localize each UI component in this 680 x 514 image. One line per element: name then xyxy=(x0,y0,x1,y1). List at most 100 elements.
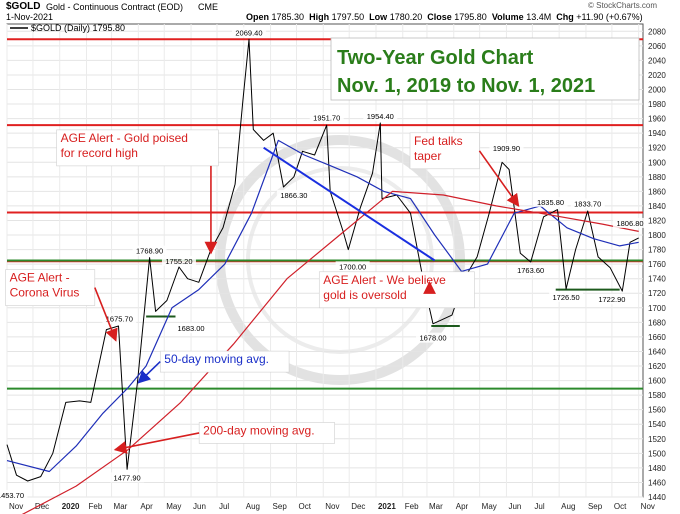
x-tick-label: Jul xyxy=(219,502,229,511)
price-label: 1678.00 xyxy=(419,334,446,343)
title-box xyxy=(330,37,640,101)
price-label: 1768.90 xyxy=(136,247,163,256)
chart-symbol: $GOLD xyxy=(6,1,41,12)
price-label: 1675.70 xyxy=(106,314,133,323)
y-tick-label: 1760 xyxy=(648,260,666,269)
low-label: Low xyxy=(369,12,388,22)
x-tick-label: Aug xyxy=(561,502,575,511)
price-label: 1951.70 xyxy=(313,113,340,122)
price-label: 1453.70 xyxy=(0,491,24,500)
y-tick-label: 1580 xyxy=(648,391,666,400)
y-tick-label: 1560 xyxy=(648,406,666,415)
price-label-bg xyxy=(0,489,28,500)
annotation-box xyxy=(5,269,96,306)
x-tick-label: May xyxy=(166,502,181,511)
price-label: 1763.60 xyxy=(517,266,544,275)
x-tick-label: May xyxy=(482,502,497,511)
price-label-bg xyxy=(594,294,629,305)
price-label: 1722.90 xyxy=(598,295,625,304)
annotation-text: AGE Alert - Gold poised xyxy=(61,131,188,145)
y-tick-label: 1960 xyxy=(648,115,666,124)
price-label: 1866.30 xyxy=(280,191,307,200)
price-label-bg xyxy=(161,255,196,266)
chart-title: Two-Year Gold Chart xyxy=(337,47,534,69)
chg-label: Chg xyxy=(556,12,574,22)
open-label: Open xyxy=(246,12,270,22)
y-tick-label: 1620 xyxy=(648,362,666,371)
price-label-bg xyxy=(549,291,584,302)
x-tick-label: Mar xyxy=(114,502,128,511)
x-tick-label: Apr xyxy=(456,502,469,511)
annotation-text: taper xyxy=(414,149,441,163)
y-tick-label: 1700 xyxy=(648,304,666,313)
annotation-arrow xyxy=(94,287,118,342)
price-label-bg xyxy=(231,27,266,38)
price-label-bg xyxy=(309,112,344,123)
price-label-bg xyxy=(570,198,605,209)
annotation-text: Fed talks xyxy=(414,134,463,148)
price-label-bg xyxy=(363,110,398,121)
x-tick-label: Aug xyxy=(246,502,260,511)
x-tick-label: Nov xyxy=(641,502,655,511)
y-tick-label: 1980 xyxy=(648,100,666,109)
y-tick-label: 1440 xyxy=(648,493,666,502)
y-tick-label: 2060 xyxy=(648,42,666,51)
y-tick-label: 1880 xyxy=(648,173,666,182)
y-tick-label: 1800 xyxy=(648,231,666,240)
y-tick-label: 1720 xyxy=(648,289,666,298)
watermark-text: © StockCharts.com xyxy=(588,1,658,10)
chg-value: +11.90 (+0.67%) xyxy=(576,12,643,22)
price-label: 1835.80 xyxy=(537,198,564,207)
y-tick-label: 2000 xyxy=(648,85,666,94)
annotation-arrow xyxy=(137,361,161,384)
high-label: High xyxy=(309,12,330,22)
y-tick-label: 2040 xyxy=(648,56,666,65)
x-tick-label: Dec xyxy=(35,502,49,511)
volume-label: Volume xyxy=(491,12,524,22)
price-label-bg xyxy=(110,472,145,483)
close-label: Close xyxy=(427,12,452,22)
price-label-bg xyxy=(416,332,451,343)
price-label: 2069.40 xyxy=(235,28,262,37)
ohlc-readout: Open 1785.30 High 1797.50 Low 1780.20 Cl… xyxy=(246,12,643,22)
exchange-label: CME xyxy=(198,2,218,12)
annotation-text: gold is oversold xyxy=(323,288,406,302)
open-value: 1785.30 xyxy=(271,12,305,22)
annotation-text: Corona Virus xyxy=(10,286,80,300)
x-tick-label: Oct xyxy=(614,502,627,511)
price-label: 1833.70 xyxy=(574,199,601,208)
price-label: 1909.90 xyxy=(493,144,520,153)
price-label-bg xyxy=(613,217,648,228)
price-label-bg xyxy=(276,190,311,201)
y-tick-label: 1900 xyxy=(648,158,666,167)
price-label-bg xyxy=(533,196,568,207)
price-label: 1726.50 xyxy=(553,293,580,302)
price-label: 1700.00 xyxy=(339,262,366,271)
price-label: 1683.00 xyxy=(177,324,204,333)
ma200-line xyxy=(21,190,639,514)
x-tick-label: Nov xyxy=(325,502,339,511)
y-tick-label: 1860 xyxy=(648,187,666,196)
trend-line xyxy=(263,146,436,262)
x-tick-label: Jul xyxy=(534,502,544,511)
annotation-box xyxy=(409,132,480,170)
annotation-box xyxy=(318,271,475,309)
annotation-text: AGE Alert - We believe xyxy=(323,273,446,287)
chart-date: 1-Nov-2021 xyxy=(6,12,54,22)
y-tick-label: 1940 xyxy=(648,129,666,138)
x-tick-label: Dec xyxy=(351,502,365,511)
annotation-box xyxy=(56,129,219,167)
y-tick-label: 1820 xyxy=(648,216,666,225)
price-label: 1954.40 xyxy=(367,112,394,121)
price-label-bg xyxy=(132,245,167,256)
y-tick-label: 2020 xyxy=(648,71,666,80)
x-tick-label: Jun xyxy=(508,502,521,511)
x-tick-label: Sep xyxy=(273,502,288,511)
y-tick-label: 1600 xyxy=(648,377,666,386)
annotation-text: 200-day moving avg. xyxy=(203,423,314,437)
y-tick-label: 1660 xyxy=(648,333,666,342)
chart-description: Gold - Continuous Contract (EOD) xyxy=(46,2,184,12)
y-tick-label: 1680 xyxy=(648,318,666,327)
annotation-text: for record high xyxy=(61,146,138,160)
